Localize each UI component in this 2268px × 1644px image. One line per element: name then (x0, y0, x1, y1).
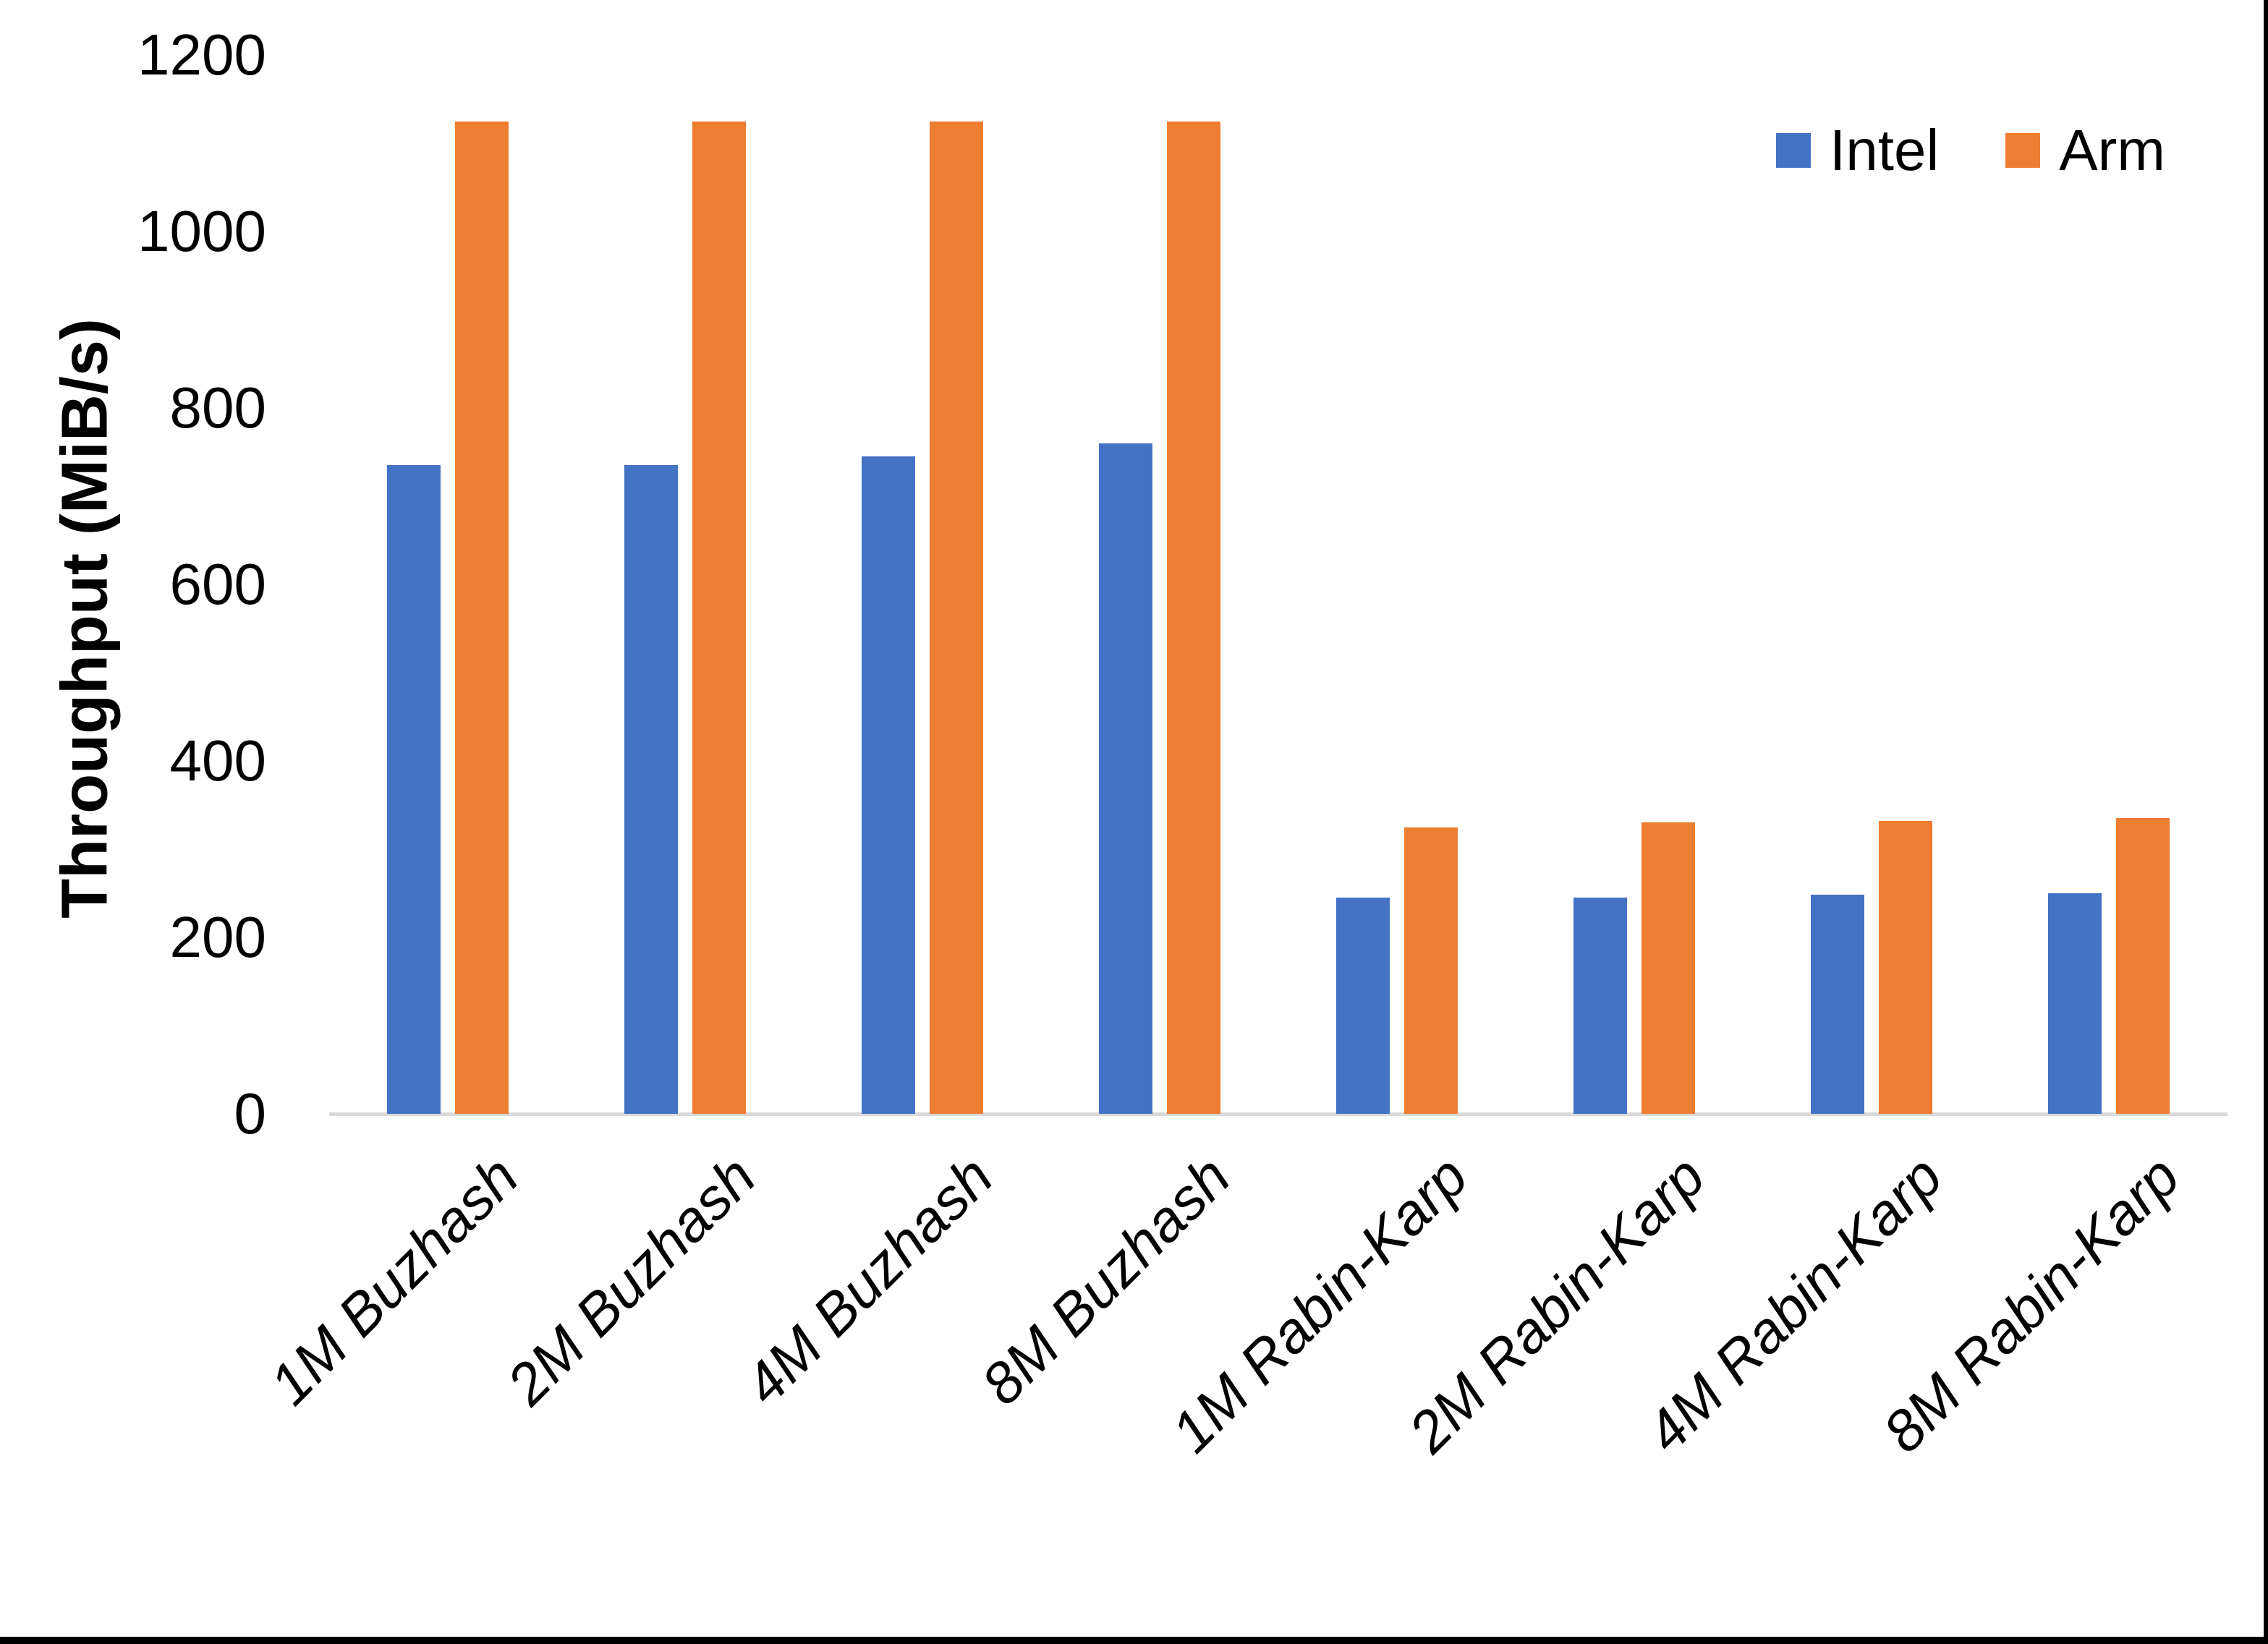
bar-intel-4m-rabin-karp (1811, 895, 1864, 1114)
legend-swatch-intel (1776, 133, 1811, 168)
legend-label-intel: Intel (1830, 118, 1940, 182)
x-axis-line (329, 1112, 2227, 1116)
y-tick-label-600: 600 (169, 552, 266, 616)
x-category-label-8m-buzhash: 8M Buzhash (969, 1143, 1243, 1417)
bar-intel-2m-rabin-karp (1573, 898, 1627, 1114)
legend: Intel Arm (1776, 116, 2165, 185)
y-tick-label-400: 400 (169, 728, 266, 793)
bar-intel-1m-rabin-karp (1336, 898, 1390, 1114)
y-tick-label-1000: 1000 (137, 199, 266, 263)
legend-item-intel: Intel (1776, 116, 1939, 185)
legend-label-arm: Arm (2059, 118, 2165, 182)
y-tick-label-800: 800 (169, 375, 266, 440)
bar-arm-1m-buzhash (455, 121, 509, 1114)
bar-arm-8m-rabin-karp (2116, 818, 2170, 1114)
bar-intel-1m-buzhash (387, 465, 441, 1114)
y-tick-label-0: 0 (234, 1081, 267, 1146)
bar-intel-2m-buzhash (624, 465, 678, 1114)
right-border-line (2264, 0, 2268, 1644)
x-category-label-2m-buzhash: 2M Buzhash (495, 1143, 768, 1417)
bar-arm-4m-buzhash (930, 121, 983, 1114)
y-tick-label-1200: 1200 (137, 22, 266, 87)
x-category-label-1m-buzhash: 1M Buzhash (258, 1143, 531, 1417)
bar-intel-8m-rabin-karp (2048, 893, 2102, 1114)
bar-arm-2m-rabin-karp (1641, 822, 1695, 1114)
x-category-label-4m-buzhash: 4M Buzhash (732, 1143, 1006, 1417)
bar-intel-4m-buzhash (862, 456, 915, 1114)
bar-arm-1m-rabin-karp (1404, 827, 1458, 1114)
bar-arm-8m-buzhash (1167, 121, 1220, 1114)
bar-arm-2m-buzhash (692, 121, 746, 1114)
legend-item-arm: Arm (2005, 116, 2165, 185)
y-tick-label-200: 200 (169, 905, 266, 969)
legend-swatch-arm (2005, 133, 2041, 168)
bar-intel-8m-buzhash (1099, 443, 1152, 1114)
bar-arm-4m-rabin-karp (1879, 820, 1932, 1114)
bottom-border-line (0, 1637, 2268, 1644)
